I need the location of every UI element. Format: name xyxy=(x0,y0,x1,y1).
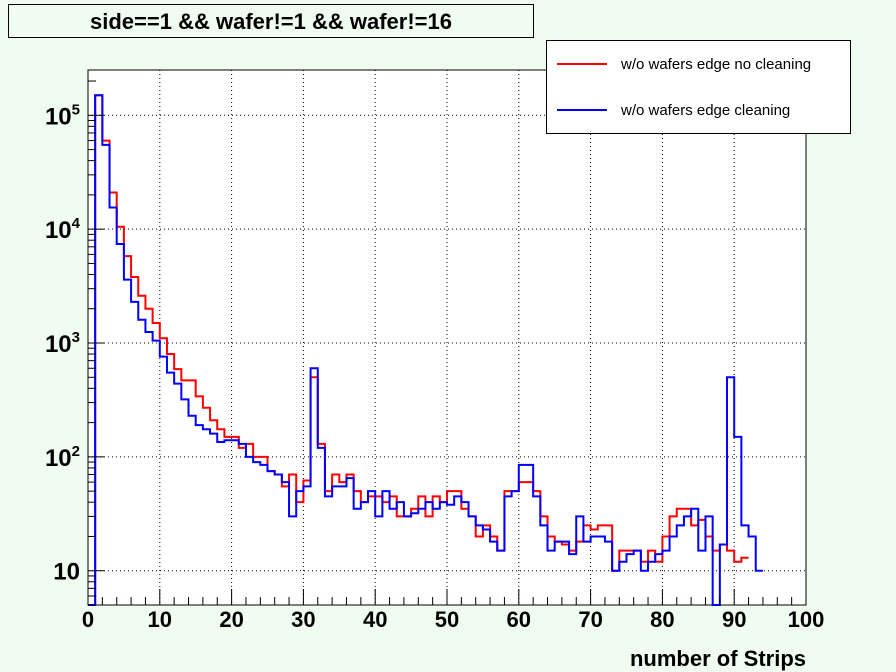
x-tick-label: 10 xyxy=(148,607,172,632)
x-tick-label: 100 xyxy=(788,607,825,632)
series-cleaning-line xyxy=(88,94,763,606)
x-tick-label: 60 xyxy=(507,607,531,632)
y-tick-label: 102 xyxy=(45,443,80,472)
legend-label: w/o wafers edge no cleaning xyxy=(621,55,812,73)
title-box: side==1 && wafer!=1 && wafer!=16 xyxy=(8,4,534,38)
legend-item-no-cleaning: w/o wafers edge no cleaning xyxy=(557,54,811,74)
x-tick-label: 20 xyxy=(219,607,243,632)
x-tick-label: 40 xyxy=(363,607,387,632)
legend-item-cleaning: w/o wafers edge cleaning xyxy=(557,100,790,120)
y-tick-label: 10 xyxy=(53,559,80,586)
x-tick-label: 50 xyxy=(435,607,459,632)
series-group xyxy=(88,94,763,606)
y-tick-label: 105 xyxy=(45,101,80,130)
x-tick-label: 0 xyxy=(82,607,94,632)
y-tick-label: 104 xyxy=(45,215,81,244)
x-tick-label: 30 xyxy=(291,607,315,632)
x-tick-label: 90 xyxy=(722,607,746,632)
y-tick-label: 103 xyxy=(45,329,80,358)
chart-title: side==1 && wafer!=1 && wafer!=16 xyxy=(90,9,452,34)
legend-label: w/o wafers edge cleaning xyxy=(621,101,791,119)
x-tick-label: 80 xyxy=(650,607,674,632)
legend-swatch-blue xyxy=(557,109,607,111)
legend-swatch-red xyxy=(557,63,607,65)
x-axis-label: number of Strips xyxy=(630,646,806,671)
legend: w/o wafers edge no cleaning w/o wafers e… xyxy=(546,40,851,134)
x-tick-label: 70 xyxy=(578,607,602,632)
